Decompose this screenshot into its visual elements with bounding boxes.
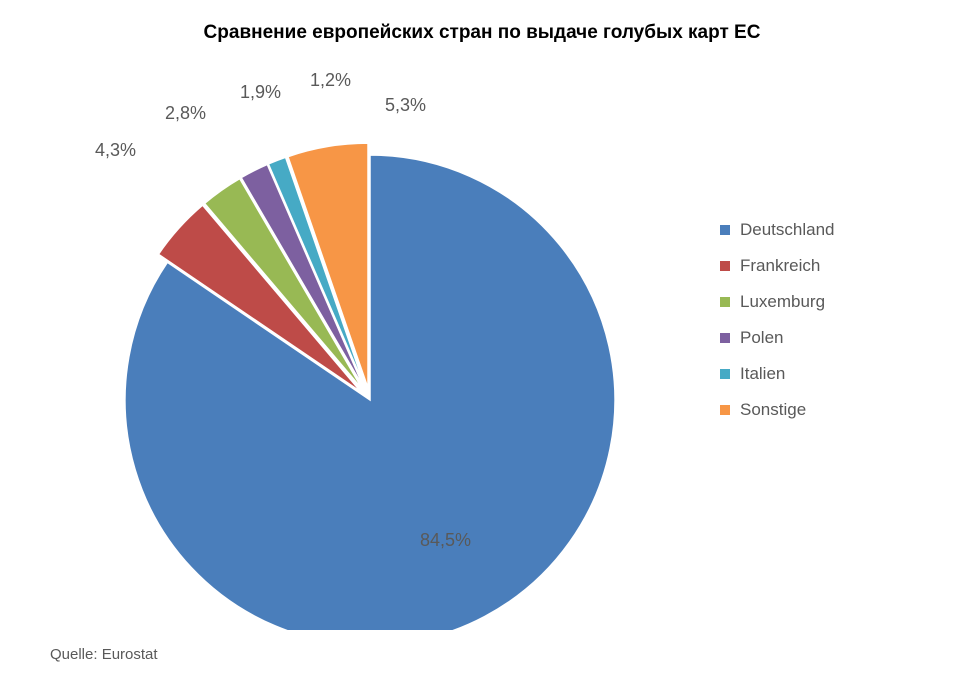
legend-item: Deutschland	[720, 220, 835, 240]
legend-marker	[720, 261, 730, 271]
slice-label: 5,3%	[385, 95, 426, 116]
legend-marker	[720, 225, 730, 235]
legend-item: Polen	[720, 328, 835, 348]
legend-marker	[720, 333, 730, 343]
legend-item: Sonstige	[720, 400, 835, 420]
legend-marker	[720, 369, 730, 379]
legend-label: Polen	[740, 328, 783, 348]
legend-marker	[720, 405, 730, 415]
legend-item: Luxemburg	[720, 292, 835, 312]
legend-item: Frankreich	[720, 256, 835, 276]
slice-label: 4,3%	[95, 140, 136, 161]
legend-label: Italien	[740, 364, 785, 384]
chart-title: Сравнение европейских стран по выдаче го…	[0, 22, 964, 44]
slice-label: 1,2%	[310, 70, 351, 91]
slice-label: 1,9%	[240, 82, 281, 103]
legend: Deutschland Frankreich Luxemburg Polen Itali…	[720, 220, 835, 436]
slice-label: 2,8%	[165, 103, 206, 124]
legend-marker	[720, 297, 730, 307]
legend-label: Luxemburg	[740, 292, 825, 312]
legend-label: Frankreich	[740, 256, 820, 276]
pie-chart: 84,5% 4,3% 2,8% 1,9% 1,2% 5,3%	[50, 70, 650, 630]
source-text: Quelle: Eurostat	[50, 646, 158, 663]
legend-label: Deutschland	[740, 220, 835, 240]
slice-label: 84,5%	[420, 530, 471, 551]
legend-label: Sonstige	[740, 400, 806, 420]
legend-item: Italien	[720, 364, 835, 384]
pie-svg	[50, 70, 650, 630]
